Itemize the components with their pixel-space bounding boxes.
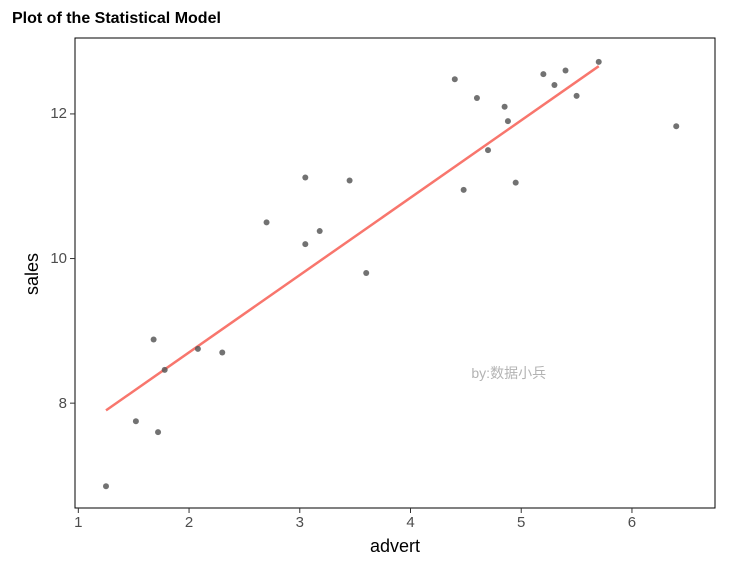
- chart-container: Plot of the Statistical Model sales adve…: [0, 0, 732, 564]
- data-point: [513, 180, 519, 186]
- data-point: [103, 483, 109, 489]
- data-point: [302, 175, 308, 181]
- x-tick-label: 1: [63, 514, 93, 531]
- data-point: [195, 346, 201, 352]
- data-point: [540, 71, 546, 77]
- data-point: [151, 337, 157, 343]
- data-point: [363, 270, 369, 276]
- y-tick-label: 12: [27, 105, 67, 122]
- data-point: [219, 350, 225, 356]
- data-point: [505, 118, 511, 124]
- x-tick-label: 6: [617, 514, 647, 531]
- chart-svg: [0, 0, 732, 564]
- data-point: [133, 418, 139, 424]
- x-axis-label: advert: [355, 536, 435, 557]
- plot-area: [75, 38, 715, 508]
- x-tick-label: 3: [285, 514, 315, 531]
- data-point: [574, 93, 580, 99]
- data-point: [673, 123, 679, 129]
- y-tick-label: 10: [27, 250, 67, 267]
- data-point: [596, 59, 602, 65]
- data-point: [474, 95, 480, 101]
- data-point: [461, 187, 467, 193]
- x-tick-label: 5: [506, 514, 536, 531]
- x-tick-label: 2: [174, 514, 204, 531]
- watermark-text: by:数据小兵: [471, 363, 546, 383]
- data-point: [502, 104, 508, 110]
- data-point: [155, 429, 161, 435]
- data-point: [347, 177, 353, 183]
- data-point: [485, 147, 491, 153]
- data-point: [302, 241, 308, 247]
- data-point: [162, 367, 168, 373]
- data-point: [317, 228, 323, 234]
- data-point: [264, 219, 270, 225]
- y-tick-label: 8: [27, 395, 67, 412]
- data-point: [563, 68, 569, 74]
- x-tick-label: 4: [396, 514, 426, 531]
- data-point: [551, 82, 557, 88]
- data-point: [452, 76, 458, 82]
